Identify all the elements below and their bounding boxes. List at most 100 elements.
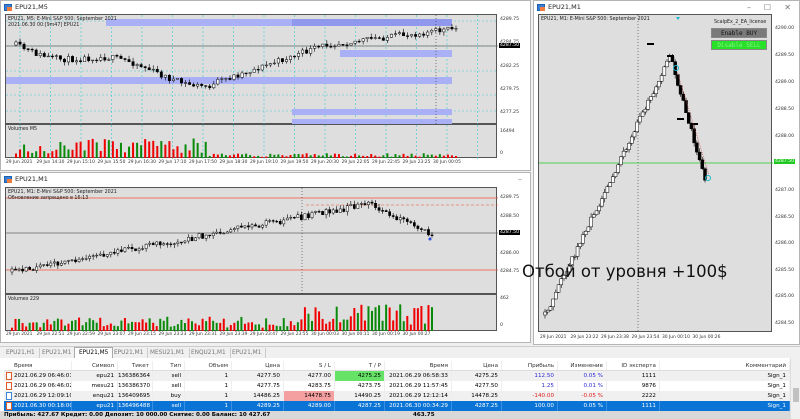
column-header[interactable]: Время bbox=[385, 361, 452, 370]
candle-body bbox=[87, 56, 91, 62]
table-cell: -140.00 bbox=[502, 391, 558, 401]
table-cell: 4287.25 bbox=[452, 401, 502, 411]
volume-bar bbox=[120, 320, 123, 331]
time-tick-label: 29 Jun 15:50 bbox=[97, 160, 126, 165]
table-cell: sell bbox=[153, 381, 185, 391]
column-header[interactable]: Время bbox=[4, 361, 72, 370]
candle-body bbox=[115, 55, 119, 57]
volume-chart-m5[interactable]: Volumes M5 bbox=[5, 124, 497, 159]
chart-window-right[interactable]: EPU21,M1 – ☐ ✕ EPU21, M1: E-Mini S&P 500… bbox=[533, 0, 800, 352]
scrollbar-thumb[interactable] bbox=[793, 388, 799, 402]
time-tick-label: 29 Jun 23:31 bbox=[189, 332, 217, 337]
volume-bar bbox=[180, 319, 183, 331]
maximize-button[interactable]: ☐ bbox=[763, 3, 771, 12]
candle-body bbox=[155, 241, 159, 246]
candles bbox=[10, 199, 434, 276]
volume-chart-m1[interactable]: Volumes 229 bbox=[5, 294, 497, 331]
candle-body bbox=[22, 43, 26, 50]
volume-bar bbox=[254, 324, 257, 331]
column-header[interactable]: Символ bbox=[72, 361, 118, 370]
price-chart-m5[interactable]: EPU21, M5: E-Mini S&P 500: September 202… bbox=[5, 14, 498, 125]
candle-body bbox=[665, 60, 669, 68]
table-cell: 14478.75 bbox=[284, 391, 335, 401]
candle-body bbox=[389, 33, 393, 38]
tab-enqu21-m1[interactable]: ENQU21,M1 bbox=[187, 348, 231, 359]
candles-m5 bbox=[6, 15, 498, 125]
column-header[interactable]: S / L bbox=[284, 361, 335, 370]
account-summary-text: Прибыль: 427.67 Кредит: 0.00 Депозит: 10… bbox=[4, 412, 271, 418]
column-header[interactable]: Цена bbox=[452, 361, 502, 370]
table-cell: buy bbox=[153, 391, 185, 401]
trade-level-mark bbox=[691, 123, 698, 125]
close-button[interactable]: ✕ bbox=[784, 3, 791, 12]
candle-body bbox=[162, 243, 166, 246]
volume-bar bbox=[286, 326, 289, 331]
volume-bar bbox=[434, 155, 437, 158]
column-header[interactable]: Комментарий bbox=[660, 361, 790, 370]
candle-body bbox=[204, 85, 208, 87]
table-row[interactable]: 2021.06.29 06:46:02 mesu21 136386370 sell 1 4… bbox=[4, 381, 790, 391]
volume-bar bbox=[144, 139, 147, 158]
tab-epu21-m1[interactable]: EPU21,M1 bbox=[110, 348, 149, 359]
price-tick-label: 4279.75 bbox=[500, 86, 519, 92]
price-chart-right[interactable]: EPU21, M1: E-Mini S&P 500: September 202… bbox=[538, 14, 773, 333]
disable-sell-button[interactable]: Disable SELL bbox=[711, 40, 767, 50]
volume-bar bbox=[132, 142, 135, 158]
candle-body bbox=[454, 28, 458, 30]
column-header[interactable]: ID эксперта bbox=[607, 361, 660, 370]
volume-bar bbox=[51, 151, 54, 158]
chart-window-m1[interactable]: EPU21,M1– EPU21, M1: E-Mini S&P 500: Sep… bbox=[0, 172, 531, 343]
tab-epu21-m5[interactable]: EPU21,M5 bbox=[74, 347, 114, 359]
candle-body bbox=[123, 58, 127, 60]
table-row[interactable]: 2021.06.30 00:18:00 epu21 136496488 sell 1 42… bbox=[4, 401, 790, 411]
table-row[interactable]: 2021.06.29 06:46:01 epu21 136386364 sell 1 42… bbox=[4, 371, 790, 381]
column-header[interactable]: Изменение bbox=[558, 361, 607, 370]
volume-bar bbox=[152, 140, 155, 158]
price-chart-m1[interactable]: EPU21, M1: E-Mini S&P 500: September 202… bbox=[5, 187, 498, 295]
candle-body bbox=[406, 35, 410, 37]
candle-body bbox=[592, 214, 596, 218]
candle-body bbox=[252, 68, 256, 73]
minimize-button[interactable]: – bbox=[747, 3, 751, 12]
candle-body bbox=[654, 86, 658, 94]
candle-body bbox=[559, 278, 564, 286]
chart-window-icon bbox=[537, 4, 545, 11]
volume-bar bbox=[321, 318, 324, 331]
column-header[interactable]: Тикет bbox=[118, 361, 153, 370]
table-cell: 4289.00 bbox=[284, 401, 335, 411]
candle-body bbox=[678, 85, 683, 95]
candle-body bbox=[697, 151, 702, 161]
column-header[interactable]: Объем bbox=[185, 361, 232, 370]
table-cell: Sign_1 bbox=[660, 391, 790, 401]
volume-bar bbox=[148, 318, 151, 331]
table-row[interactable]: 2021.06.29 12:09:10 enqu21 136409695 buy 1 14… bbox=[4, 391, 790, 401]
volume-bar bbox=[102, 326, 105, 331]
column-header[interactable]: Цена bbox=[232, 361, 284, 370]
table-scrollbar[interactable] bbox=[790, 358, 800, 419]
column-header[interactable]: Прибыль bbox=[502, 361, 558, 370]
volume-bar bbox=[140, 145, 143, 158]
minimize-button[interactable]: – bbox=[518, 175, 522, 184]
candle-body bbox=[651, 93, 656, 97]
enable-buy-button[interactable]: Enable BUY bbox=[711, 28, 767, 38]
chart-window-m5[interactable]: EPU21,M5 EPU21, M5: E-Mini S&P 500: Sept… bbox=[0, 0, 531, 171]
volume-bar bbox=[63, 325, 66, 331]
tab-epu21-m1[interactable]: EPU21,M1 bbox=[228, 348, 267, 359]
sell-order-icon bbox=[6, 402, 12, 410]
time-tick-label: 30 Jun 00:03 bbox=[311, 332, 339, 337]
current-price-label: 4287.50 bbox=[499, 43, 520, 48]
candle-body bbox=[310, 212, 314, 218]
tab-mesu21-m1[interactable]: MESU21,M1 bbox=[146, 348, 190, 359]
time-tick-label: 29 Jun 23:22 bbox=[570, 335, 599, 340]
volume-bar bbox=[156, 145, 159, 158]
volume-bar bbox=[450, 155, 453, 158]
volume-bar bbox=[390, 156, 393, 158]
column-header[interactable]: T / P bbox=[335, 361, 385, 370]
table-cell: 2021.06.29 06:58:33 bbox=[385, 371, 452, 381]
volume-bar bbox=[332, 318, 335, 331]
column-header[interactable]: Тип bbox=[153, 361, 185, 370]
candle-body bbox=[17, 268, 21, 271]
tab-epu21-h1[interactable]: EPU21,H1 bbox=[2, 348, 40, 359]
time-tick-label: 29 Jun 15:10 bbox=[67, 160, 95, 165]
